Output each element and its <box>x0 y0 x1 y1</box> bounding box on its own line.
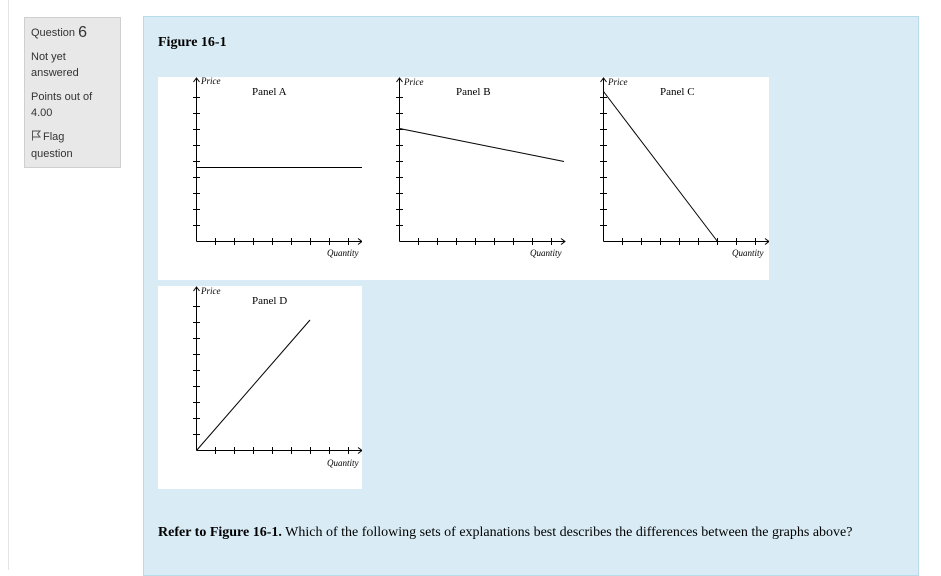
panel-a-label: Panel A <box>252 86 287 98</box>
figure-title: Figure 16-1 <box>158 35 227 50</box>
status-line-1: Not yet <box>31 51 66 63</box>
page-left-border <box>8 0 9 570</box>
question-text: Refer to Figure 16-1. Which of the follo… <box>158 525 918 541</box>
flag-label-2: question <box>31 148 73 160</box>
y-axis-label: Price <box>403 77 424 87</box>
panel-d-curve <box>196 319 311 451</box>
flag-label-1: Flag <box>43 131 65 143</box>
question-content: Figure 16-1 Price Quantity Panel A <box>143 16 919 576</box>
panel-b: Price Quantity Panel B <box>362 77 566 280</box>
panel-b-label: Panel B <box>456 86 491 98</box>
panel-d: Price Quantity Panel D <box>158 286 362 489</box>
panel-c-label: Panel C <box>660 86 695 98</box>
panel-a: Price Quantity Panel A <box>158 77 362 280</box>
y-axis-label: Price <box>200 77 221 86</box>
x-axis-label: Quantity <box>327 458 359 468</box>
question-reference: Refer to Figure 16-1. <box>158 525 282 540</box>
panel-c-curve <box>603 91 718 242</box>
question-grade: Points out of 4.00 <box>31 89 114 121</box>
y-axis-label: Price <box>200 286 221 296</box>
question-number-line: Question 6 <box>31 25 114 41</box>
y-axis-label: Price <box>607 77 628 87</box>
flag-icon <box>31 130 42 146</box>
points-line-1: Points out of <box>31 91 93 103</box>
x-axis-label: Quantity <box>732 248 764 258</box>
points-line-2: 4.00 <box>31 107 53 119</box>
panel-d-label: Panel D <box>252 295 287 307</box>
question-body: Which of the following sets of explanati… <box>281 525 853 540</box>
status-line-2: answered <box>31 67 79 79</box>
flag-question-button[interactable]: Flag question <box>31 129 114 162</box>
panel-c: Price Quantity Panel C <box>566 77 769 280</box>
panel-b-curve <box>399 128 565 162</box>
question-status: Not yet answered <box>31 49 114 81</box>
x-axis-label: Quantity <box>327 248 359 258</box>
question-number: 6 <box>78 24 87 41</box>
x-axis-label: Quantity <box>530 248 562 258</box>
question-info-panel: Question 6 Not yet answered Points out o… <box>24 17 121 168</box>
question-label: Question <box>31 27 76 39</box>
